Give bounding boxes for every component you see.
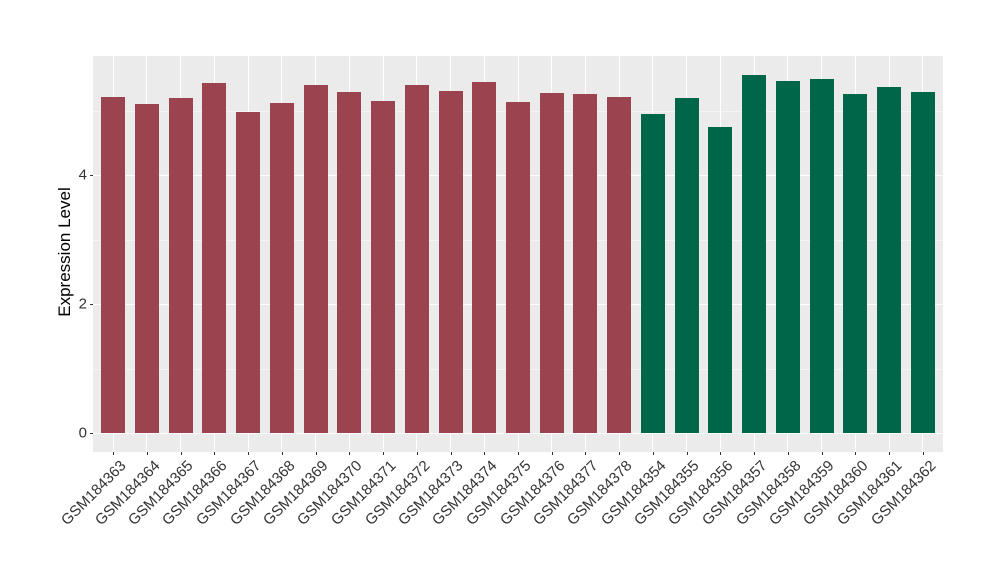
x-tick-GSM184368 (281, 452, 283, 455)
plot-panel (93, 56, 943, 452)
bar-GSM184362 (910, 91, 935, 433)
x-tick-GSM184370 (349, 452, 351, 455)
bar-GSM184370 (337, 92, 362, 433)
x-tick-GSM184364 (146, 452, 148, 455)
bar-GSM184369 (303, 85, 328, 433)
x-tick-GSM184373 (450, 452, 452, 455)
y-tick-2 (90, 304, 93, 305)
x-tick-GSM184374 (484, 452, 486, 455)
bar-GSM184367 (236, 111, 261, 433)
y-tick-4 (90, 175, 93, 176)
x-tick-GSM184360 (855, 452, 857, 455)
bar-GSM184365 (168, 97, 193, 433)
x-tick-GSM184377 (585, 452, 587, 455)
y-axis-title: Expression Level (55, 187, 74, 317)
bar-GSM184359 (809, 78, 834, 433)
x-tick-GSM184366 (214, 452, 216, 455)
x-tick-GSM184355 (686, 452, 688, 455)
x-tick-GSM184363 (113, 452, 115, 455)
x-tick-GSM184369 (315, 452, 317, 455)
x-tick-GSM184358 (787, 452, 789, 455)
bar-GSM184361 (877, 86, 902, 433)
bar-GSM184366 (202, 82, 227, 433)
x-tick-GSM184365 (180, 452, 182, 455)
x-tick-GSM184376 (551, 452, 553, 455)
bar-GSM184355 (674, 98, 699, 433)
y-tick-0 (90, 433, 93, 434)
x-tick-GSM184372 (416, 452, 418, 455)
bar-GSM184356 (708, 126, 733, 433)
x-tick-GSM184371 (383, 452, 385, 455)
y-tick-label-2: 2 (78, 295, 87, 313)
bar-GSM184360 (843, 93, 868, 433)
bar-GSM184372 (404, 84, 429, 433)
x-tick-GSM184362 (922, 452, 924, 455)
bar-GSM184363 (101, 96, 126, 433)
bar-GSM184368 (269, 103, 294, 433)
bar-GSM184375 (506, 102, 530, 433)
bar-GSM184371 (371, 101, 396, 433)
x-tick-GSM184367 (248, 452, 250, 455)
x-tick-GSM184378 (619, 452, 621, 455)
bar-GSM184374 (472, 82, 497, 433)
y-tick-label-0: 0 (78, 424, 87, 442)
bar-GSM184354 (640, 113, 665, 433)
bar-GSM184357 (742, 75, 767, 433)
x-tick-GSM184359 (821, 452, 823, 455)
bar-GSM184377 (573, 93, 598, 433)
bar-GSM184373 (438, 91, 463, 433)
x-tick-GSM184354 (652, 452, 654, 455)
x-tick-GSM184356 (720, 452, 722, 455)
x-tick-GSM184375 (518, 452, 519, 455)
bar-GSM184376 (539, 93, 564, 433)
x-tick-GSM184361 (889, 452, 891, 455)
bar-GSM184378 (607, 96, 632, 433)
bar-GSM184364 (134, 104, 159, 433)
x-tick-GSM184357 (754, 452, 756, 455)
y-tick-label-4: 4 (78, 166, 87, 184)
bar-GSM184358 (775, 81, 800, 433)
